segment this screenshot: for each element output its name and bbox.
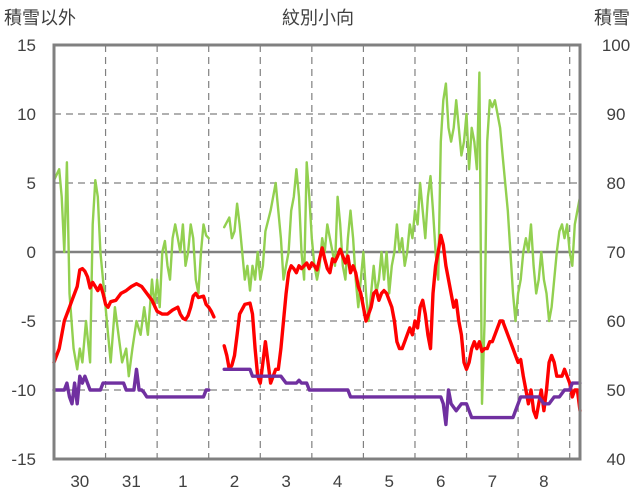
x-tick-label: 4 — [333, 472, 342, 491]
left-axis-label: 積雪以外 — [4, 8, 76, 29]
green-series — [223, 71, 582, 405]
right-tick-label: 40 — [607, 450, 626, 469]
x-tick-label: 8 — [539, 472, 548, 491]
x-tick-label: 1 — [178, 472, 187, 491]
left-tick-label: 0 — [27, 243, 36, 262]
left-tick-label: -15 — [11, 450, 36, 469]
chart-title: 紋別小向 — [282, 8, 354, 29]
purple-series — [222, 367, 582, 427]
left-tick-label: 5 — [27, 174, 36, 193]
x-tick-label: 7 — [488, 472, 497, 491]
red-series — [222, 233, 582, 420]
purple-series — [52, 367, 211, 406]
green-series — [52, 161, 210, 378]
left-y-axis: 15 10 5 0 -5 -10 -15 — [11, 36, 36, 469]
right-tick-label: 100 — [602, 36, 630, 55]
right-y-axis: 100 90 80 70 60 50 40 — [602, 36, 630, 469]
right-tick-label: 80 — [607, 174, 626, 193]
left-tick-label: 10 — [17, 105, 36, 124]
right-tick-label: 90 — [607, 105, 626, 124]
right-tick-label: 50 — [607, 381, 626, 400]
left-tick-label: -5 — [21, 312, 36, 331]
right-tick-label: 60 — [607, 312, 626, 331]
x-tick-label: 3 — [281, 472, 290, 491]
x-tick-label: 5 — [384, 472, 393, 491]
right-axis-label: 積雪 — [594, 8, 630, 29]
series-layer — [52, 71, 582, 427]
x-tick-label: 2 — [230, 472, 239, 491]
x-tick-label: 31 — [122, 472, 141, 491]
left-tick-label: -10 — [11, 381, 36, 400]
red-series — [52, 266, 216, 365]
x-axis: 30 31 1 2 3 4 5 6 7 8 — [70, 472, 548, 491]
right-tick-label: 70 — [607, 243, 626, 262]
left-tick-label: 15 — [17, 36, 36, 55]
plot-frame — [52, 43, 582, 461]
x-tick-label: 30 — [70, 472, 89, 491]
x-tick-label: 6 — [436, 472, 445, 491]
